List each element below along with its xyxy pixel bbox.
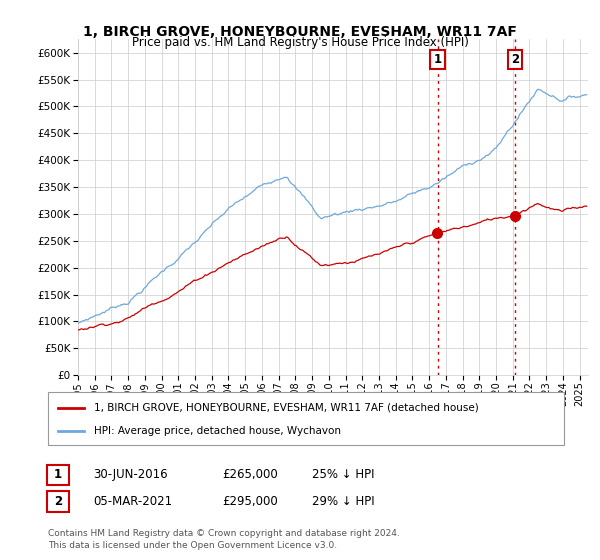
Text: 1, BIRCH GROVE, HONEYBOURNE, EVESHAM, WR11 7AF (detached house): 1, BIRCH GROVE, HONEYBOURNE, EVESHAM, WR…: [94, 403, 479, 413]
Text: 25% ↓ HPI: 25% ↓ HPI: [312, 468, 374, 482]
Text: £295,000: £295,000: [222, 494, 278, 508]
Text: 1, BIRCH GROVE, HONEYBOURNE, EVESHAM, WR11 7AF: 1, BIRCH GROVE, HONEYBOURNE, EVESHAM, WR…: [83, 25, 517, 39]
Text: 2: 2: [54, 494, 62, 508]
Text: Price paid vs. HM Land Registry's House Price Index (HPI): Price paid vs. HM Land Registry's House …: [131, 36, 469, 49]
Text: 1: 1: [433, 53, 442, 66]
FancyBboxPatch shape: [48, 392, 564, 445]
FancyBboxPatch shape: [47, 465, 69, 485]
Text: 30-JUN-2016: 30-JUN-2016: [93, 468, 167, 482]
Text: Contains HM Land Registry data © Crown copyright and database right 2024.: Contains HM Land Registry data © Crown c…: [48, 529, 400, 538]
Text: This data is licensed under the Open Government Licence v3.0.: This data is licensed under the Open Gov…: [48, 542, 337, 550]
Text: HPI: Average price, detached house, Wychavon: HPI: Average price, detached house, Wych…: [94, 426, 341, 436]
Text: 2: 2: [511, 53, 520, 66]
Text: £265,000: £265,000: [222, 468, 278, 482]
FancyBboxPatch shape: [47, 491, 69, 512]
Text: 1: 1: [54, 468, 62, 482]
Text: 29% ↓ HPI: 29% ↓ HPI: [312, 494, 374, 508]
Text: 05-MAR-2021: 05-MAR-2021: [93, 494, 172, 508]
